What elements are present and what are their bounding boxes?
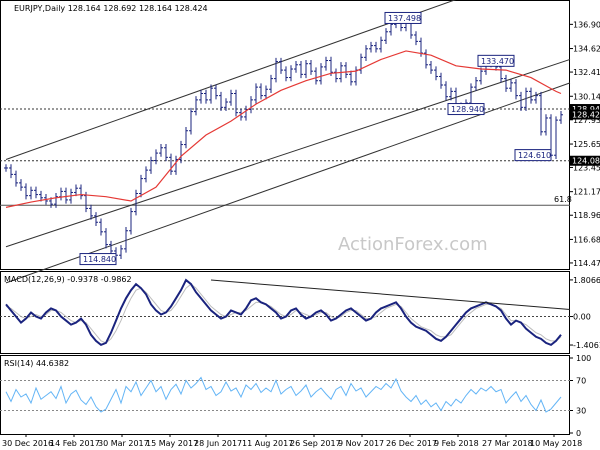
rsi-y-tick-label: 70 xyxy=(576,377,586,386)
macd-signal-line xyxy=(5,283,562,344)
macd-title: MACD(12,26,9) -0.9378 -0.9862 xyxy=(4,275,132,284)
x-tick-label: 15 May 2017 xyxy=(146,439,198,448)
watermark: ActionForex.com xyxy=(338,234,488,255)
price-annotation-label: 128.940 xyxy=(451,105,484,114)
x-tick-label: 9 Feb 2018 xyxy=(434,439,479,448)
x-tick-label: 27 Mar 2018 xyxy=(482,439,533,448)
price-annotation-label: 114.840 xyxy=(83,255,116,264)
x-tick-label: 11 Aug 2017 xyxy=(242,439,293,448)
price-flag-box xyxy=(570,109,600,120)
x-tick-label: 14 Feb 2017 xyxy=(50,439,100,448)
price-annotation-box xyxy=(79,253,117,266)
price-title: EURJPY,Daily 128.164 128.692 128.164 128… xyxy=(14,4,208,13)
price-y-tick-label: 127.930 xyxy=(573,116,600,125)
macd-line xyxy=(5,278,562,347)
price-y-tick-label: 121.175 xyxy=(573,188,600,197)
price-annotation-box xyxy=(514,149,552,162)
x-tick-label: 26 Dec 2017 xyxy=(386,439,437,448)
macd-y-tick-label: 1.8066 xyxy=(573,276,600,285)
price-y-tick-label: 130.140 xyxy=(573,92,600,101)
price-y-tick-label: 132.415 xyxy=(573,68,600,77)
price-annotation-label: 124.610 xyxy=(518,151,551,160)
rsi-title: RSI(14) 44.6382 xyxy=(4,359,69,368)
price-y-tick-label: 118.960 xyxy=(573,211,600,220)
x-tick-label: 30 Mar 2017 xyxy=(98,439,149,448)
fib-label: 61.8 xyxy=(554,195,572,204)
x-tick-label: 9 Nov 2017 xyxy=(338,439,384,448)
macd-layer xyxy=(0,278,571,347)
rsi-layer xyxy=(0,376,570,413)
price-annotation-box xyxy=(384,11,422,24)
channel-upper-line xyxy=(5,0,457,160)
price-layer: 137.498 133.470 128.940 124.610 114.840 61.8 xyxy=(0,0,572,284)
price-annotation-label: 133.470 xyxy=(481,57,514,66)
price-flag-label: 128.424 xyxy=(572,111,600,120)
price-flag-box xyxy=(570,104,600,115)
x-tick-label: 30 Dec 2016 xyxy=(2,439,53,448)
macd-y-tick-label: 0.00 xyxy=(573,313,591,322)
price-annotation-box xyxy=(477,54,515,67)
price-y-tick-label: 116.685 xyxy=(573,235,600,244)
x-tick-label: 28 Jun 2017 xyxy=(194,439,242,448)
price-y-tick-label: 114.475 xyxy=(573,259,600,268)
axis-layer: 114.475 116.685 118.960 121.175 123.450 125.6… xyxy=(2,20,600,448)
price-panel-frame xyxy=(0,0,570,270)
price-flag-box xyxy=(570,155,600,166)
channel-lower-line xyxy=(5,82,571,284)
rsi-y-tick-label: 30 xyxy=(576,407,586,416)
price-y-tick-label: 125.650 xyxy=(573,140,600,149)
price-annotation-label: 137.498 xyxy=(388,14,421,23)
price-y-tick-label: 123.450 xyxy=(573,163,600,172)
price-y-tick-label: 136.900 xyxy=(573,20,600,29)
price-y-tick-label: 134.625 xyxy=(573,45,600,54)
x-tick-label: 26 Sep 2017 xyxy=(290,439,341,448)
rsi-panel-frame xyxy=(0,355,570,435)
price-flag-label: 124.080 xyxy=(572,157,600,166)
macd-trendline xyxy=(210,279,571,310)
price-annotation-box xyxy=(447,103,485,116)
rsi-y-tick-label: 0 xyxy=(576,429,581,438)
rsi-y-tick-label: 100 xyxy=(576,354,591,363)
moving-average-line xyxy=(5,50,562,208)
rsi-line xyxy=(5,376,562,413)
x-tick-label: 10 May 2018 xyxy=(530,439,582,448)
